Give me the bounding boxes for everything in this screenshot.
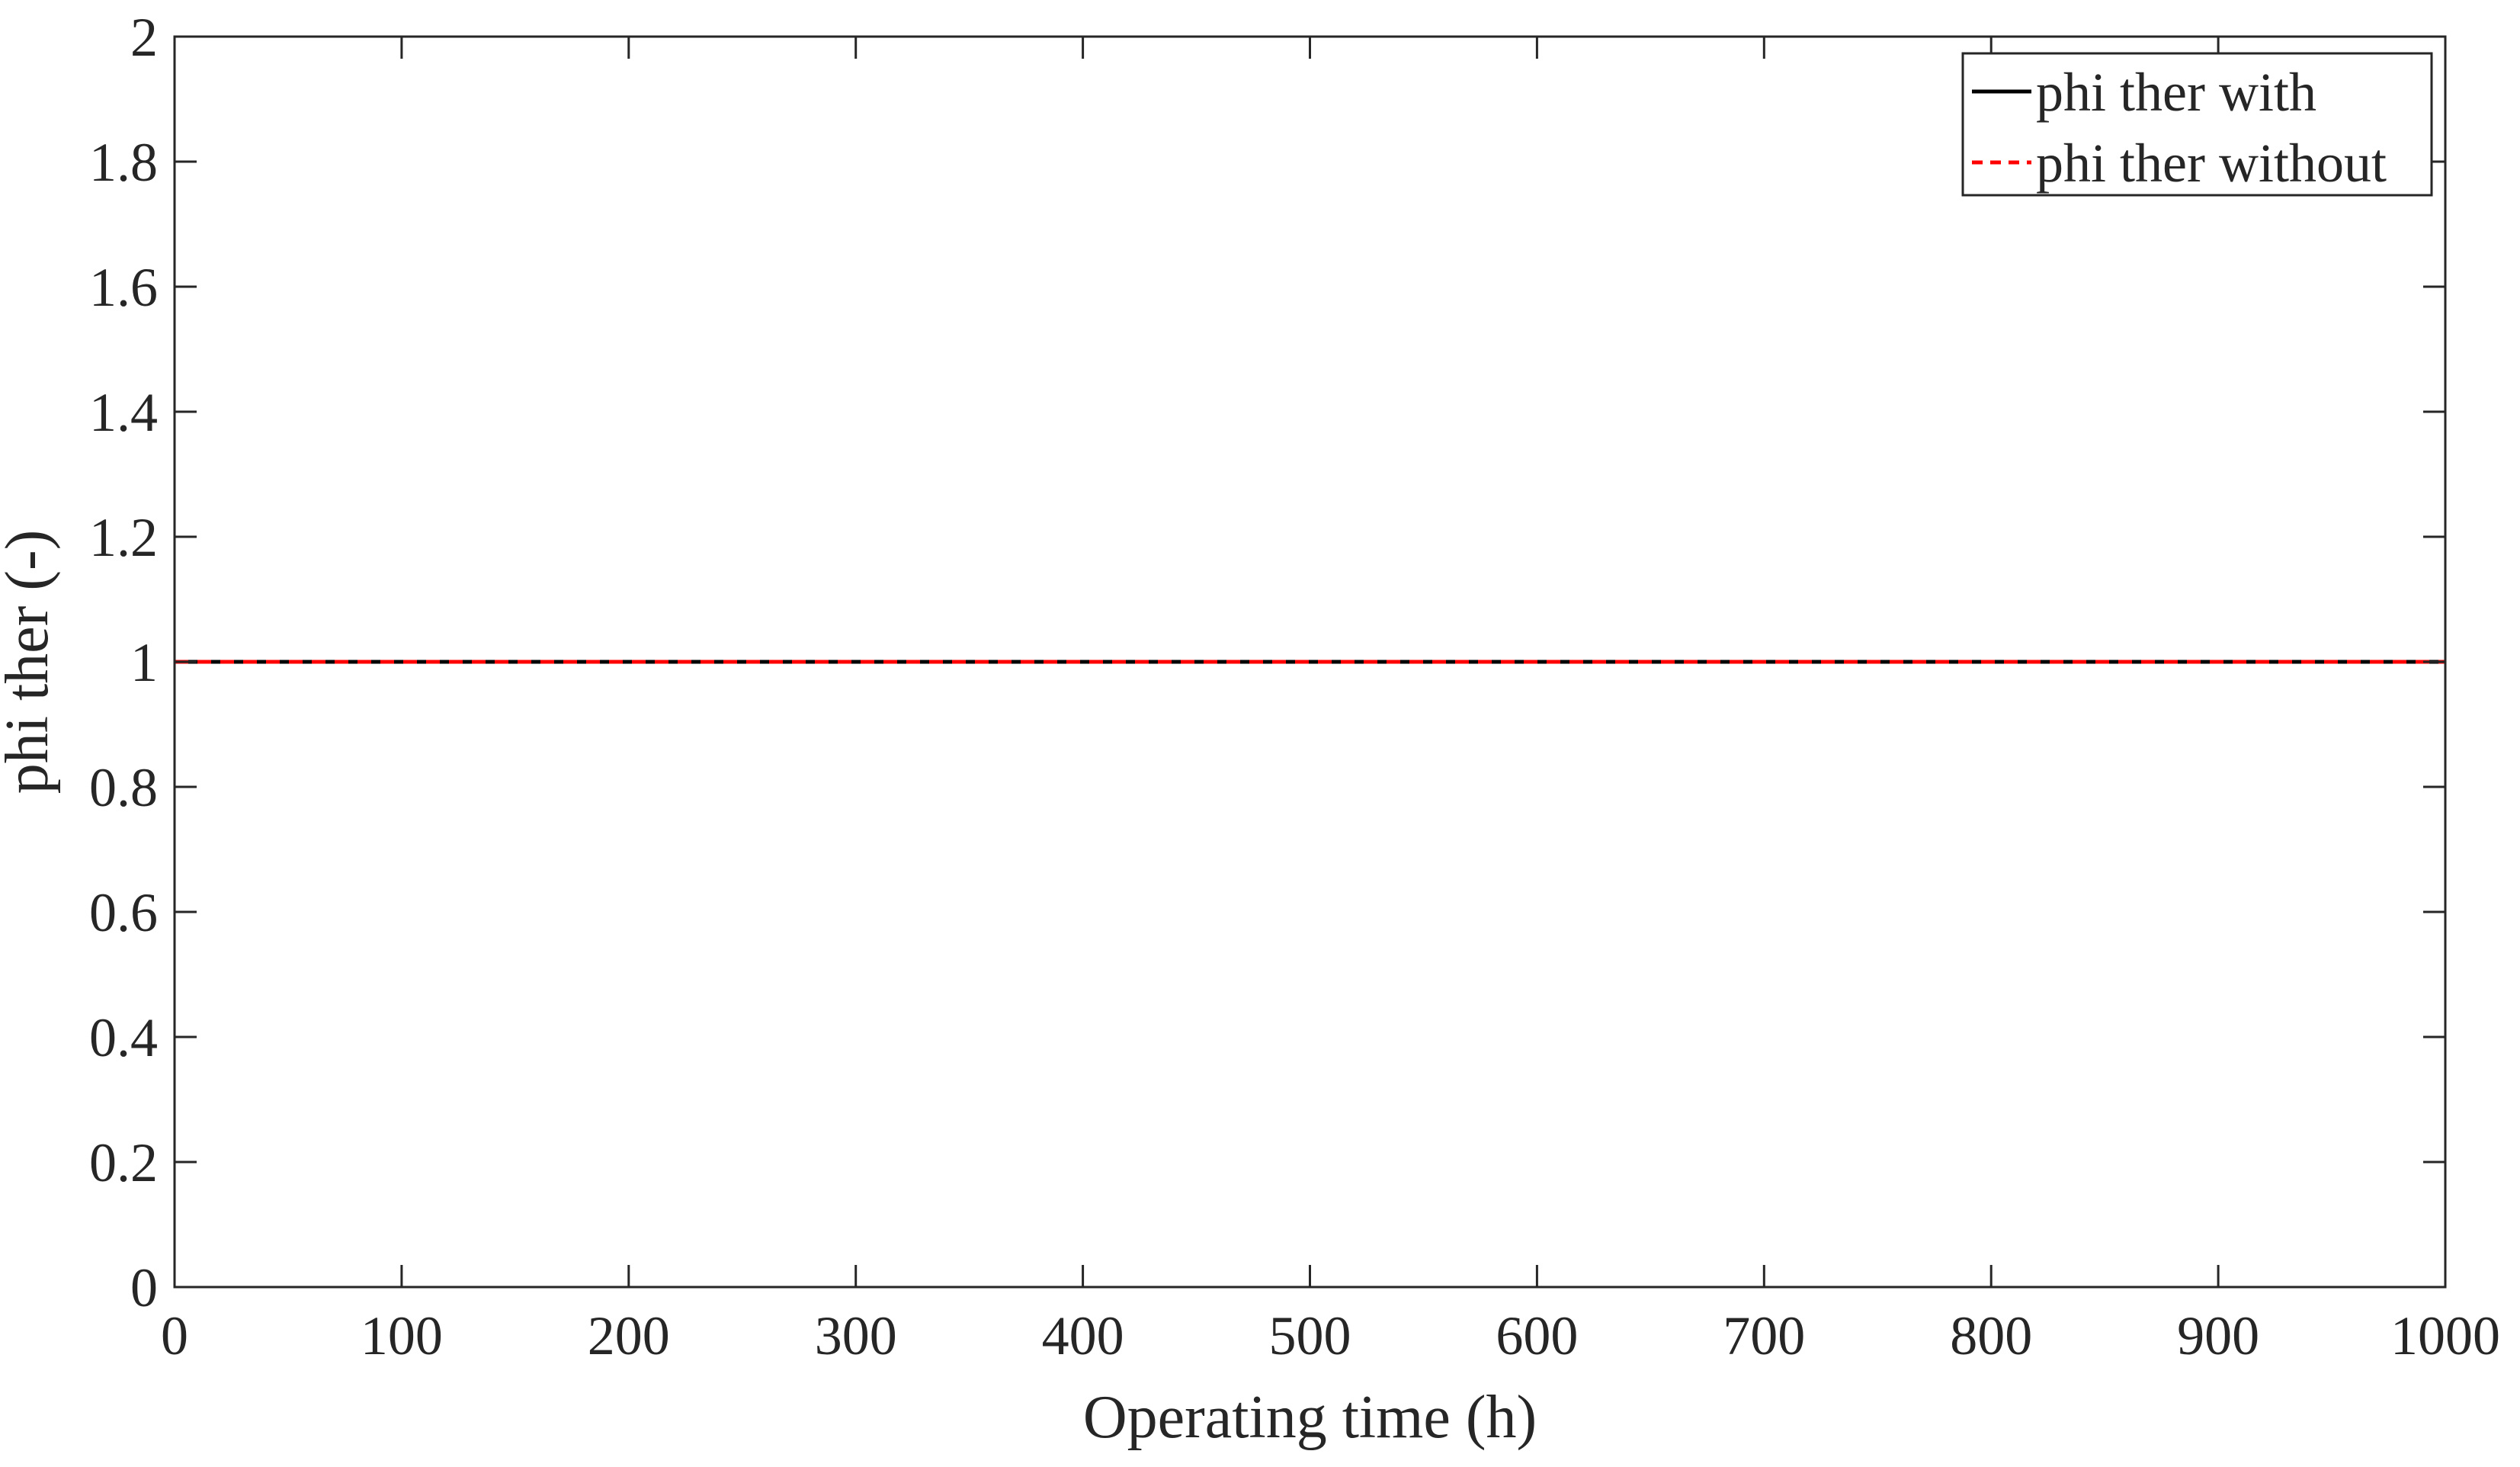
x-axis-ticks: 0 100 200 300 400 500 600 700 800 900 1000 [161,37,2500,1366]
y-tick-label: 0 [130,1257,158,1318]
x-tick-label: 800 [1950,1305,2032,1366]
y-tick-label: 0.4 [89,1007,158,1068]
y-tick-label: 0.6 [89,882,158,943]
x-tick-label: 400 [1042,1305,1124,1366]
legend: phi ther with phi ther without [1961,52,2433,197]
y-tick-label: 2 [130,7,158,68]
x-axis-title: Operating time (h) [1083,1384,1537,1451]
x-tick-label: 600 [1496,1305,1578,1366]
y-tick-label: 1.2 [89,507,158,568]
legend-label-2: phi ther without [2036,133,2387,194]
x-tick-label: 700 [1723,1305,1805,1366]
y-tick-label: 1.8 [89,132,158,193]
y-axis-title: phi ther (-) [0,530,61,794]
x-tick-label: 200 [588,1305,670,1366]
y-axis-ticks: 0 0.2 0.4 0.6 0.8 1 1.2 1.4 1.6 1.8 2 [89,7,2445,1318]
y-tick-label: 0.8 [89,757,158,818]
x-tick-label: 1000 [2390,1305,2500,1366]
y-tick-label: 1 [130,632,158,693]
x-tick-label: 900 [2177,1305,2259,1366]
x-tick-label: 100 [361,1305,443,1366]
x-tick-label: 300 [815,1305,897,1366]
y-tick-label: 1.4 [89,382,158,443]
legend-box [1961,52,2433,197]
x-tick-label: 0 [161,1305,188,1366]
x-tick-label: 500 [1269,1305,1351,1366]
y-tick-label: 1.6 [89,257,158,318]
legend-label-1: phi ther with [2036,62,2316,123]
y-tick-label: 0.2 [89,1132,158,1193]
